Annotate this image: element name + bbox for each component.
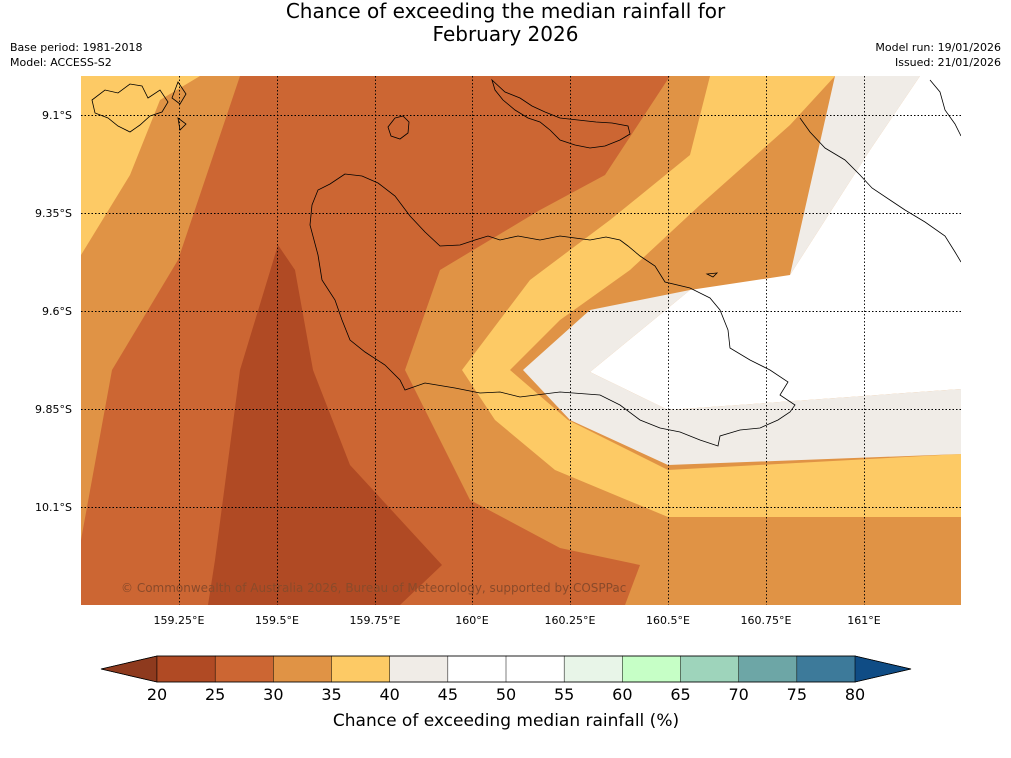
lon-label: 160.75°E xyxy=(741,614,792,627)
east-islet xyxy=(705,272,719,278)
lon-label: 159.25°E xyxy=(154,614,205,627)
title-line-2: February 2026 xyxy=(432,22,579,46)
model-run: Model run: 19/01/2026 xyxy=(875,41,1001,54)
colorbar-tick-label: 55 xyxy=(554,685,574,704)
model-name: Model: ACCESS-S2 xyxy=(10,56,112,69)
issued-date: Issued: 21/01/2026 xyxy=(894,56,1001,69)
colorbar-segment xyxy=(214,655,275,683)
colorbar-segments xyxy=(156,655,856,683)
chart-title: Chance of exceeding the median rainfall … xyxy=(0,0,1011,46)
main-island-coastline xyxy=(309,173,796,447)
colorbar-tick-label: 30 xyxy=(263,685,283,704)
colorbar-tick-label: 80 xyxy=(845,685,865,704)
small-island-coastline xyxy=(387,115,410,140)
colorbar-segment xyxy=(156,655,216,683)
meta-left: Base period: 1981-2018 Model: ACCESS-S2 xyxy=(10,40,142,70)
lat-label: 9.6°S xyxy=(42,305,72,318)
lon-label: 159.75°E xyxy=(350,614,401,627)
colorbar-segment xyxy=(738,655,798,683)
colorbar-tick-label: 70 xyxy=(728,685,748,704)
latitude-labels: 9.1°S 9.35°S 9.6°S 9.85°S 10.1°S xyxy=(35,109,72,514)
colorbar-outline xyxy=(100,655,912,683)
colorbar-tick-label: 45 xyxy=(438,685,458,704)
band-35-40-nw xyxy=(81,76,200,255)
colorbar-over-arrow xyxy=(854,655,912,683)
title-line-1: Chance of exceeding the median rainfall … xyxy=(285,0,726,23)
east-coastline xyxy=(799,117,961,263)
colorbar-segment xyxy=(622,655,682,683)
lon-label: 160.5°E xyxy=(646,614,690,627)
nw-islands-coastline xyxy=(91,83,169,133)
colorbar-tick-label: 25 xyxy=(205,685,225,704)
colorbar-tick-label: 50 xyxy=(496,685,516,704)
colorbar-tick-label: 75 xyxy=(787,685,807,704)
colorbar-segment xyxy=(389,655,449,683)
colorbar-tick-label: 40 xyxy=(379,685,399,704)
copyright-text: © Commonwealth of Australia 2026, Bureau… xyxy=(121,581,626,595)
lon-label: 160.25°E xyxy=(545,614,596,627)
colorbar-under-arrow xyxy=(100,655,158,683)
map-panel: © Commonwealth of Australia 2026, Bureau… xyxy=(81,76,961,605)
colorbar-tick-label: 20 xyxy=(147,685,167,704)
colorbar-label: Chance of exceeding median rainfall (%) xyxy=(333,711,679,731)
colorbar-segment xyxy=(563,655,624,683)
colorbar-tick-label: 65 xyxy=(670,685,690,704)
meta-right: Model run: 19/01/2026 Issued: 21/01/2026 xyxy=(875,40,1001,70)
band-45-55 xyxy=(590,76,961,410)
colorbar: 20 25 30 35 40 45 50 55 60 65 70 75 80 Chance of exc… xyxy=(100,655,912,731)
colorbar-segment xyxy=(331,655,391,683)
nw-islet-a xyxy=(171,81,187,105)
lat-label: 9.1°S xyxy=(42,109,72,122)
lon-label: 161°E xyxy=(847,614,880,627)
colorbar-segment xyxy=(273,655,333,683)
lat-label: 10.1°S xyxy=(35,501,72,514)
colorbar-segment xyxy=(447,655,507,683)
lon-label: 159.5°E xyxy=(255,614,299,627)
lon-label: 160°E xyxy=(455,614,488,627)
ne-coastline xyxy=(929,79,961,137)
longitude-labels: 159.25°E 159.5°E 159.75°E 160°E 160.25°E… xyxy=(154,614,881,627)
lat-label: 9.35°S xyxy=(35,207,72,220)
base-period: Base period: 1981-2018 xyxy=(10,41,143,54)
colorbar-tick-label: 60 xyxy=(612,685,632,704)
lat-label: 9.85°S xyxy=(35,403,72,416)
band-35-40-east xyxy=(462,76,961,517)
band-40-45 xyxy=(523,76,961,465)
band-20-25 xyxy=(208,245,442,605)
colorbar-segment xyxy=(796,655,856,683)
north-islands-coastline xyxy=(491,78,631,149)
coastlines xyxy=(91,78,961,447)
colorbar-tick-label: 35 xyxy=(321,685,341,704)
nw-islet-b xyxy=(177,117,187,131)
colorbar-segment xyxy=(505,655,565,683)
graticule xyxy=(81,76,961,605)
colorbar-ticks: 20 25 30 35 40 45 50 55 60 65 70 75 80 xyxy=(147,685,865,704)
colorbar-segment xyxy=(680,655,740,683)
